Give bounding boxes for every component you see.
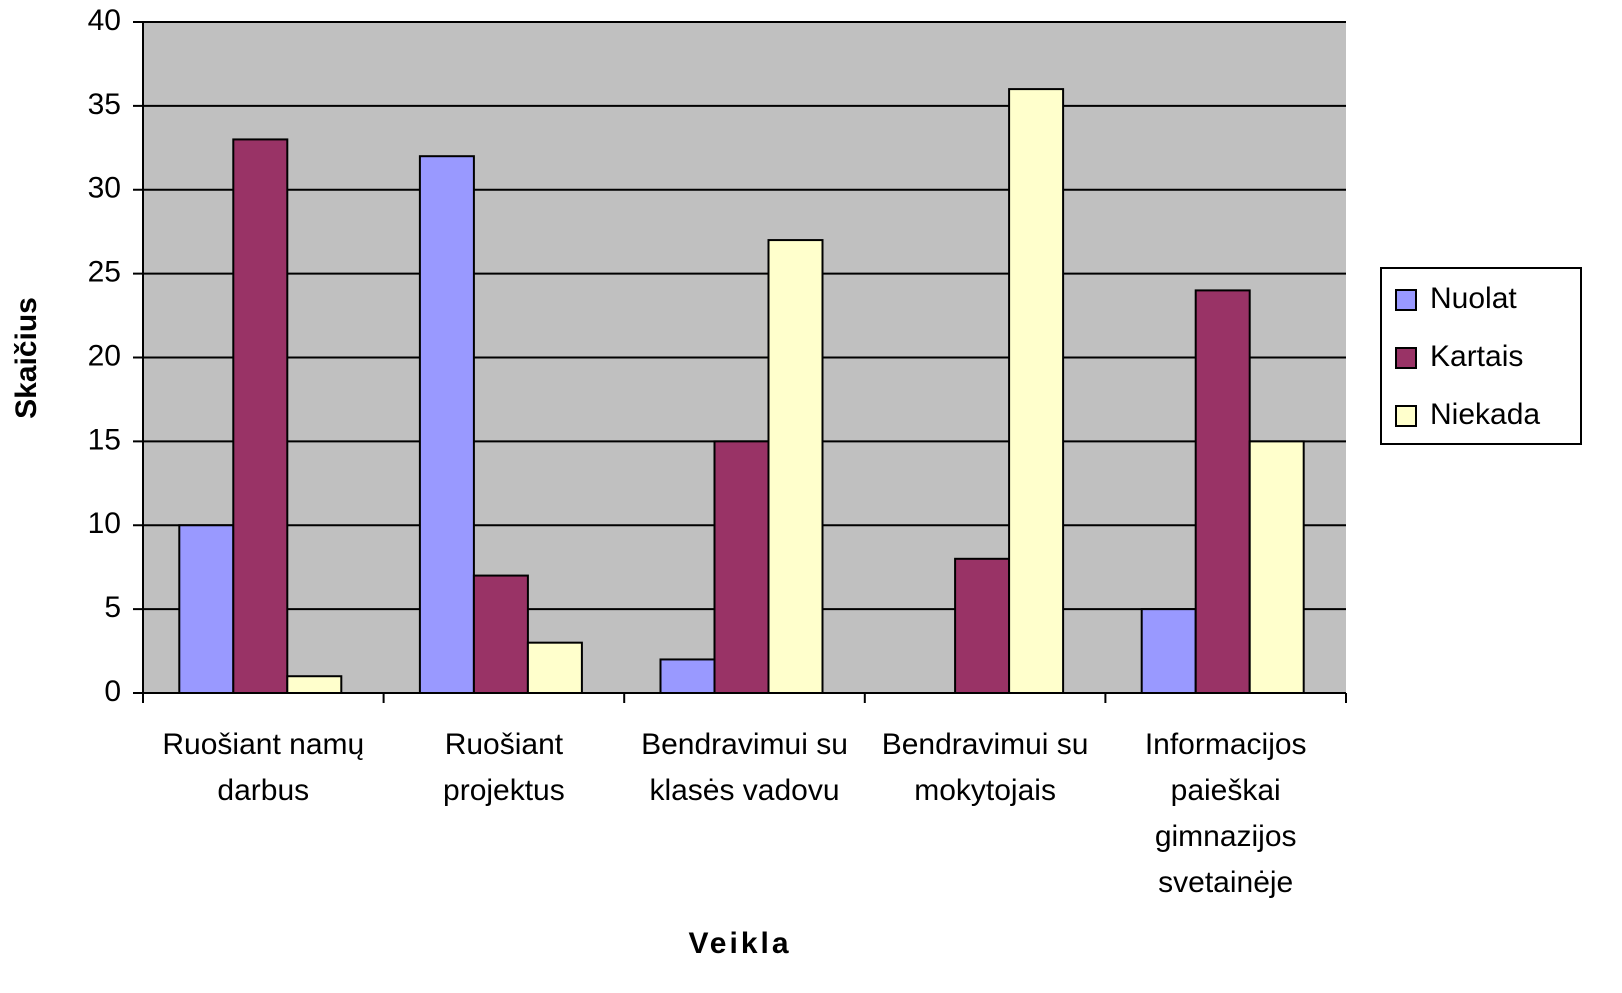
legend-label: Niekada [1430, 398, 1540, 431]
bar [1194, 289, 1251, 694]
y-tick-label: 15 [88, 423, 121, 456]
x-tick-label: Ruošiant projektus [443, 728, 565, 807]
legend-swatch [1395, 347, 1417, 369]
bar [1140, 608, 1197, 694]
bar [178, 524, 235, 694]
bar [286, 675, 343, 694]
bar [418, 155, 475, 694]
y-tick-label: 25 [88, 256, 121, 289]
legend-label: Kartais [1430, 340, 1523, 373]
bar [954, 557, 1011, 694]
y-tick-label: 35 [88, 88, 121, 121]
x-tick-label: Informacijos paieškai gimnazijos svetain… [1144, 728, 1307, 899]
x-tick-label: Bendravimui su mokytojais [881, 728, 1089, 807]
y-tick-label: 5 [104, 591, 121, 624]
bar [526, 641, 583, 694]
y-tick-label: 0 [104, 675, 121, 708]
y-tick-label: 40 [88, 4, 121, 37]
x-axis-label: Veikla [688, 927, 791, 960]
bar [713, 440, 770, 694]
bar [767, 239, 824, 694]
bar [1248, 440, 1305, 694]
x-tick-label: Bendravimui su klasės vadovu [641, 728, 848, 807]
legend-label: Nuolat [1430, 282, 1517, 315]
y-tick-label: 20 [88, 339, 121, 372]
legend-swatch [1395, 289, 1417, 311]
y-tick-label: 30 [88, 172, 121, 205]
y-axis-label: Skaičius [10, 297, 43, 419]
bar [659, 658, 716, 695]
bar [1008, 88, 1065, 695]
bar [472, 574, 529, 695]
bar [232, 138, 289, 695]
legend-swatch [1395, 405, 1417, 427]
x-tick-label: Ruošiant namų darbus [162, 728, 365, 807]
y-tick-label: 10 [88, 507, 121, 540]
